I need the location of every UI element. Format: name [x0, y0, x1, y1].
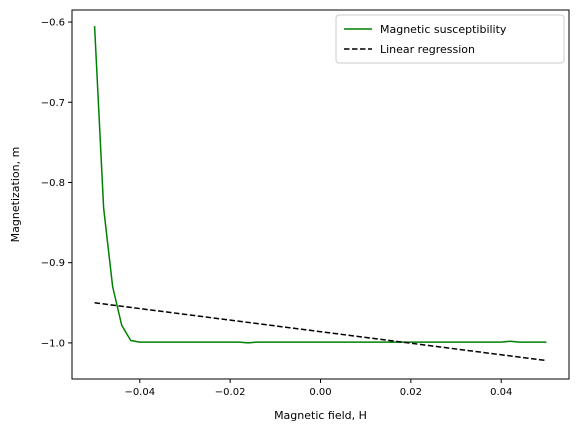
- x-tick-label: −0.02: [215, 387, 246, 398]
- y-tick-label: −0.7: [41, 98, 65, 109]
- y-axis: −1.0 −0.9 −0.8 −0.7 −0.6: [41, 18, 72, 349]
- series-line-2: [94, 302, 547, 362]
- x-tick-label: −0.04: [124, 387, 155, 398]
- x-axis: −0.04 −0.02 0.00 0.02 0.04: [124, 379, 512, 398]
- legend-box: [335, 14, 565, 64]
- legend-entry: Linear regression: [380, 43, 475, 56]
- y-axis-label: Magnetization, m: [9, 147, 22, 243]
- x-tick-label: 0.04: [490, 387, 512, 398]
- y-tick-label: −1.0: [41, 338, 65, 349]
- legend: Magnetic susceptibility Linear regression: [335, 14, 565, 64]
- y-tick-label: −0.6: [41, 18, 65, 29]
- series-line-1: [93, 26, 547, 344]
- y-tick-label: −0.8: [41, 178, 65, 189]
- x-tick-label: 0.00: [309, 387, 331, 398]
- y-tick-label: −0.9: [41, 258, 65, 269]
- plot-area: [93, 26, 547, 362]
- legend-entry: Magnetic susceptibility: [380, 23, 507, 36]
- x-axis-label: Magnetic field, H: [274, 409, 367, 422]
- x-tick-label: 0.02: [400, 387, 422, 398]
